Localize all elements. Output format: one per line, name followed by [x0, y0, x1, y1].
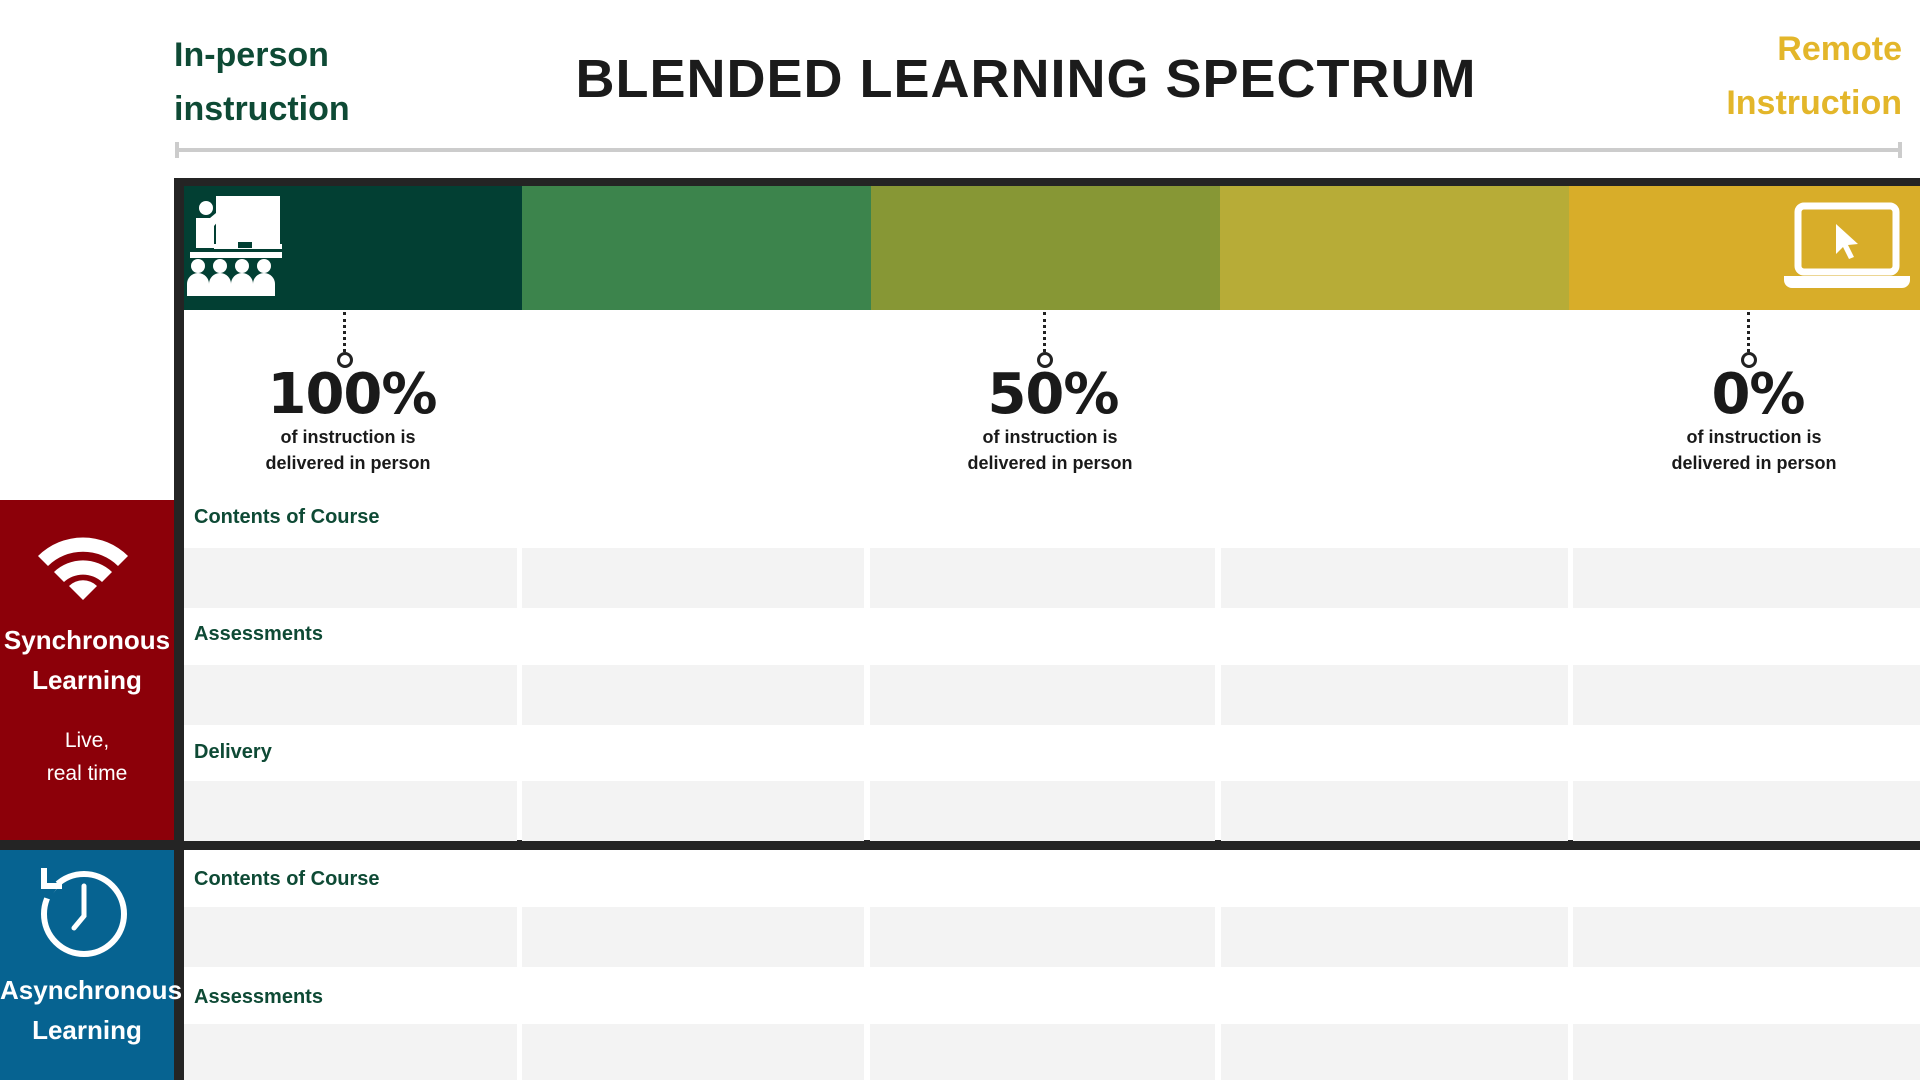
marker-0-caption: of instruction is delivered in person	[1614, 424, 1894, 476]
marker-100-caption-line2: delivered in person	[265, 453, 431, 473]
sync-delivery-cell-1[interactable]	[184, 781, 517, 841]
sync-delivery-cell-3[interactable]	[870, 781, 1215, 841]
asynchronous-title: Asynchronous Learning	[0, 970, 183, 1050]
spectrum-frame-left	[174, 178, 184, 1080]
marker-50-caption-line1: of instruction is	[982, 427, 1118, 447]
sync-delivery-cell-4[interactable]	[1221, 781, 1568, 841]
spectrum-segment-2	[522, 180, 871, 310]
marker-0-value: 0%	[1711, 362, 1805, 427]
synchronous-title: Synchronous Learning	[0, 620, 174, 700]
spectrum-segment-5	[1569, 180, 1920, 310]
marker-50-pin	[1037, 312, 1053, 368]
asynchronous-title-line2: Learning	[32, 1015, 142, 1045]
clock-icon	[36, 862, 132, 963]
synchronous-subtitle-line2: real time	[46, 762, 128, 785]
sync-contents-cell-4[interactable]	[1221, 548, 1568, 608]
async-row-label-assessments: Assessments	[194, 986, 323, 1008]
synchronous-subtitle-line1: Live,	[64, 729, 110, 752]
sync-assessments-cell-3[interactable]	[870, 665, 1215, 725]
sync-assessments-cell-4[interactable]	[1221, 665, 1568, 725]
synchronous-learning-panel: Synchronous Learning Live, real time	[0, 500, 174, 840]
marker-100-caption: of instruction is delivered in person	[208, 424, 488, 476]
spectrum-axis-line	[175, 148, 1902, 152]
axis-tick-right	[1898, 142, 1902, 158]
marker-50-caption-line2: delivered in person	[967, 453, 1133, 473]
synchronous-subtitle: Live, real time	[0, 724, 174, 790]
sync-row-label-delivery: Delivery	[194, 741, 272, 763]
spectrum-frame-top	[174, 178, 1920, 186]
async-row-label-contents: Contents of Course	[194, 868, 380, 890]
remote-label: Remote Instruction	[1726, 22, 1902, 130]
sync-contents-cell-5[interactable]	[1573, 548, 1920, 608]
band-divider	[0, 840, 1920, 850]
sync-contents-cell-1[interactable]	[184, 548, 517, 608]
async-assessments-cell-4[interactable]	[1221, 1024, 1568, 1080]
classroom-teacher-icon	[184, 192, 286, 298]
async-assessments-cell-5[interactable]	[1573, 1024, 1920, 1080]
async-contents-cell-2[interactable]	[522, 907, 864, 967]
axis-tick-left	[175, 142, 179, 158]
marker-0-caption-line1: of instruction is	[1686, 427, 1822, 447]
async-contents-cell-1[interactable]	[184, 907, 517, 967]
in-person-label-line1: In-person	[174, 36, 329, 74]
in-person-label: In-person instruction	[174, 28, 350, 136]
async-contents-cell-3[interactable]	[870, 907, 1215, 967]
laptop-cursor-icon	[1784, 202, 1910, 290]
spectrum-segment-4	[1220, 180, 1569, 310]
in-person-label-line2: instruction	[174, 90, 350, 128]
marker-50-value: 50%	[987, 362, 1119, 427]
async-contents-cell-5[interactable]	[1573, 907, 1920, 967]
remote-label-line1: Remote	[1777, 30, 1902, 68]
sync-row-label-assessments: Assessments	[194, 623, 323, 645]
remote-label-line2: Instruction	[1726, 84, 1902, 122]
wifi-icon	[36, 530, 130, 605]
marker-0-caption-line2: delivered in person	[1671, 453, 1837, 473]
page-title: BLENDED LEARNING SPECTRUM	[575, 49, 1477, 109]
sync-delivery-cell-2[interactable]	[522, 781, 864, 841]
marker-50-caption: of instruction is delivered in person	[910, 424, 1190, 476]
marker-0-pin	[1741, 312, 1757, 368]
sync-assessments-cell-1[interactable]	[184, 665, 517, 725]
sync-row-label-contents: Contents of Course	[194, 506, 380, 528]
sync-contents-cell-3[interactable]	[870, 548, 1215, 608]
asynchronous-learning-panel: Asynchronous Learning	[0, 850, 183, 1080]
async-contents-cell-4[interactable]	[1221, 907, 1568, 967]
synchronous-title-line2: Learning	[32, 665, 142, 695]
sync-delivery-cell-5[interactable]	[1573, 781, 1920, 841]
synchronous-title-line1: Synchronous	[3, 625, 171, 655]
marker-100-pin	[337, 312, 353, 368]
marker-100-caption-line1: of instruction is	[280, 427, 416, 447]
sync-assessments-cell-2[interactable]	[522, 665, 864, 725]
marker-100-value: 100%	[267, 362, 437, 427]
async-assessments-cell-1[interactable]	[184, 1024, 517, 1080]
sync-contents-cell-2[interactable]	[522, 548, 864, 608]
spectrum-segment-3	[871, 180, 1220, 310]
sync-assessments-cell-5[interactable]	[1573, 665, 1920, 725]
asynchronous-title-line1: Asynchronous	[0, 975, 183, 1005]
async-assessments-cell-2[interactable]	[522, 1024, 864, 1080]
async-assessments-cell-3[interactable]	[870, 1024, 1215, 1080]
